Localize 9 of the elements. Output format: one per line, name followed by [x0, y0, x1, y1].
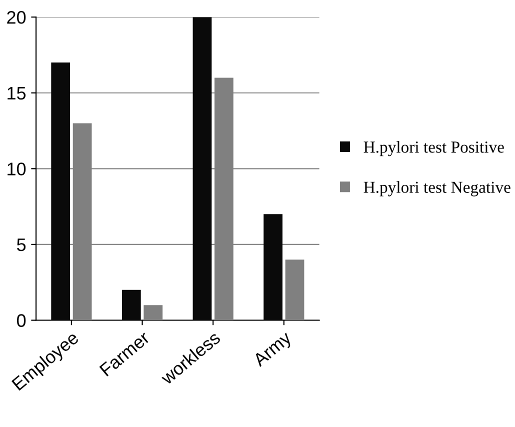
- bar: [144, 305, 163, 320]
- y-tick-label: 0: [16, 314, 26, 327]
- y-tick-label: 10: [8, 162, 26, 176]
- y-tick-label: 15: [8, 86, 26, 100]
- legend-label: H.pylori test Negative: [364, 181, 510, 196]
- y-tick-label: 20: [7, 11, 26, 24]
- bar: [285, 260, 304, 320]
- y-tick-label: 5: [17, 238, 26, 252]
- legend-label: H.pylori test Positive: [364, 141, 504, 156]
